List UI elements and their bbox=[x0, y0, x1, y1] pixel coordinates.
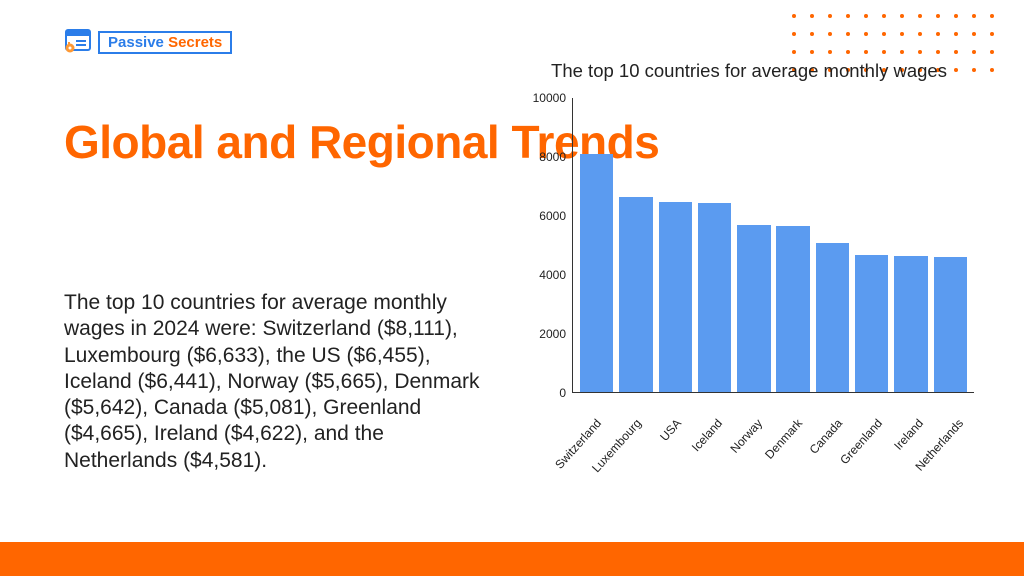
bar bbox=[894, 256, 927, 392]
brand-logo: Passive Secrets bbox=[64, 28, 232, 56]
logo-icon bbox=[64, 28, 92, 56]
logo-text: Passive Secrets bbox=[98, 31, 232, 54]
y-tick-label: 2000 bbox=[539, 327, 572, 341]
x-axis-labels: SwitzerlandLuxembourgUSAIcelandNorwayDen… bbox=[572, 395, 974, 483]
logo-word-1: Passive bbox=[108, 34, 164, 51]
footer-accent-bar bbox=[0, 542, 1024, 576]
bars-container bbox=[572, 98, 974, 393]
bar bbox=[698, 203, 731, 392]
chart-title: The top 10 countries for average monthly… bbox=[514, 60, 984, 82]
plot-area: 0200040006000800010000 bbox=[572, 98, 974, 393]
bar bbox=[776, 226, 809, 392]
body-paragraph: The top 10 countries for average monthly… bbox=[64, 290, 484, 474]
bar bbox=[619, 197, 652, 392]
bar bbox=[737, 225, 770, 392]
y-tick-label: 8000 bbox=[539, 150, 572, 164]
bar bbox=[580, 154, 613, 392]
y-tick-label: 4000 bbox=[539, 268, 572, 282]
y-tick-label: 6000 bbox=[539, 209, 572, 223]
y-tick-label: 10000 bbox=[533, 91, 572, 105]
chart-body: 0200040006000800010000 SwitzerlandLuxemb… bbox=[514, 88, 984, 483]
logo-word-2: Secrets bbox=[168, 34, 222, 51]
bar bbox=[816, 243, 849, 392]
y-tick-label: 0 bbox=[559, 386, 572, 400]
wages-bar-chart: The top 10 countries for average monthly… bbox=[514, 60, 984, 490]
bar bbox=[659, 202, 692, 392]
bar bbox=[855, 255, 888, 392]
bar bbox=[934, 257, 967, 392]
